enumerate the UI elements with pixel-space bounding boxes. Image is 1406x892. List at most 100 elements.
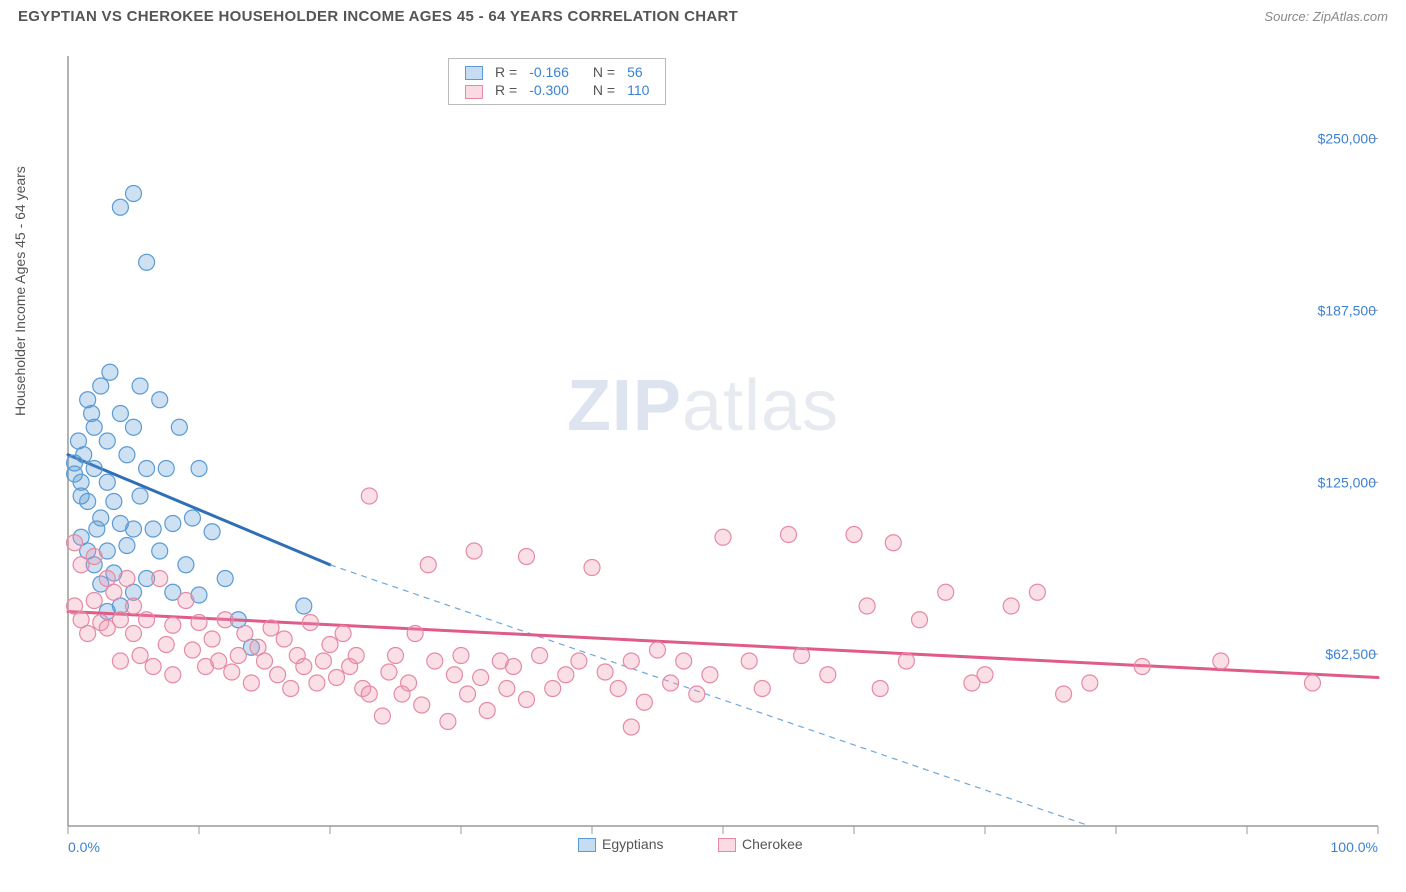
data-point	[230, 648, 246, 664]
chart-title: EGYPTIAN VS CHEROKEE HOUSEHOLDER INCOME …	[18, 8, 738, 25]
data-point	[977, 667, 993, 683]
data-point	[126, 419, 142, 435]
r-value: -0.166	[523, 63, 575, 81]
data-point	[479, 703, 495, 719]
series-legend-item: Egyptians	[578, 836, 663, 852]
data-point	[329, 670, 345, 686]
data-point	[584, 560, 600, 576]
data-point	[440, 714, 456, 730]
data-point	[99, 433, 115, 449]
data-point	[86, 549, 102, 565]
data-point	[558, 667, 574, 683]
n-value: 110	[621, 81, 655, 99]
source-link[interactable]: ZipAtlas.com	[1313, 9, 1388, 24]
data-point	[846, 527, 862, 543]
data-point	[781, 527, 797, 543]
title-bar: EGYPTIAN VS CHEROKEE HOUSEHOLDER INCOME …	[0, 0, 1406, 29]
data-point	[257, 653, 273, 669]
data-point	[119, 447, 135, 463]
data-point	[1029, 584, 1045, 600]
data-point	[67, 535, 83, 551]
n-label: N =	[587, 63, 621, 81]
data-point	[263, 620, 279, 636]
data-point	[754, 681, 770, 697]
data-point	[106, 584, 122, 600]
data-point	[335, 626, 351, 642]
svg-text:0.0%: 0.0%	[68, 839, 100, 855]
data-point	[499, 681, 515, 697]
data-point	[296, 598, 312, 614]
data-point	[158, 637, 174, 653]
data-point	[132, 378, 148, 394]
data-point	[145, 659, 161, 675]
n-value: 56	[621, 63, 655, 81]
data-point	[322, 637, 338, 653]
data-point	[132, 648, 148, 664]
data-point	[178, 593, 194, 609]
data-point	[86, 419, 102, 435]
svg-text:100.0%: 100.0%	[1331, 839, 1378, 855]
data-point	[204, 524, 220, 540]
data-point	[872, 681, 888, 697]
data-point	[401, 675, 417, 691]
data-point	[545, 681, 561, 697]
data-point	[636, 694, 652, 710]
data-point	[702, 667, 718, 683]
data-point	[623, 719, 639, 735]
data-point	[388, 648, 404, 664]
data-point	[93, 378, 109, 394]
data-point	[217, 571, 233, 587]
data-point	[505, 659, 521, 675]
data-point	[315, 653, 331, 669]
data-point	[361, 686, 377, 702]
data-point	[112, 612, 128, 628]
data-point	[938, 584, 954, 600]
data-point	[283, 681, 299, 697]
data-point	[532, 648, 548, 664]
data-point	[217, 612, 233, 628]
data-point	[374, 708, 390, 724]
stats-legend-table: R =-0.166N =56R =-0.300N =110	[459, 63, 655, 100]
data-point	[348, 648, 364, 664]
data-point	[80, 494, 96, 510]
r-label: R =	[489, 81, 523, 99]
data-point	[112, 653, 128, 669]
data-point	[211, 653, 227, 669]
data-point	[102, 364, 118, 380]
data-point	[912, 612, 928, 628]
data-point	[152, 543, 168, 559]
data-point	[86, 461, 102, 477]
data-point	[152, 392, 168, 408]
data-point	[859, 598, 875, 614]
data-point	[623, 653, 639, 669]
data-point	[1082, 675, 1098, 691]
data-point	[453, 648, 469, 664]
data-point	[414, 697, 430, 713]
data-point	[99, 474, 115, 490]
r-value: -0.300	[523, 81, 575, 99]
data-point	[73, 474, 89, 490]
chart-container: Householder Income Ages 45 - 64 years 0.…	[18, 36, 1388, 876]
stats-legend-box: R =-0.166N =56R =-0.300N =110	[448, 58, 666, 105]
data-point	[381, 664, 397, 680]
data-point	[302, 615, 318, 631]
data-point	[126, 521, 142, 537]
data-point	[466, 543, 482, 559]
data-point	[145, 521, 161, 537]
data-point	[80, 626, 96, 642]
series-legend-label: Cherokee	[742, 836, 803, 852]
data-point	[112, 199, 128, 215]
legend-swatch-icon	[718, 838, 736, 852]
data-point	[139, 254, 155, 270]
data-point	[191, 615, 207, 631]
data-point	[76, 447, 92, 463]
data-point	[139, 461, 155, 477]
data-point	[119, 571, 135, 587]
data-point	[1305, 675, 1321, 691]
data-point	[165, 516, 181, 532]
data-point	[270, 667, 286, 683]
stats-legend-row: R =-0.166N =56	[459, 63, 655, 81]
svg-text:$250,000: $250,000	[1318, 131, 1377, 147]
series-legend-label: Egyptians	[602, 836, 663, 852]
legend-swatch-icon	[578, 838, 596, 852]
